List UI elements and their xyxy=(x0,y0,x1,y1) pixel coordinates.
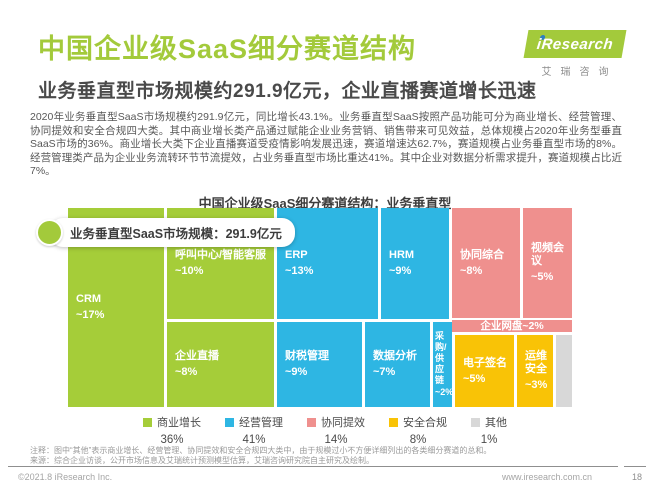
cell-label: 采购/供应链 xyxy=(435,331,447,385)
page-subtitle: 业务垂直型市场规模约291.9亿元，企业直播赛道增长迅速 xyxy=(38,81,537,102)
badge-label: 业务垂直型SaaS市场规模：291.9亿元 xyxy=(50,218,295,247)
treemap-cell-hrm: HRM ~9% xyxy=(381,208,449,319)
cell-label: 企业直播 xyxy=(175,350,219,362)
legend-label: 经营管理 xyxy=(239,417,283,429)
footer-website-link[interactable]: www.iresearch.com.cn xyxy=(501,472,592,482)
treemap-cell-data-analytics: 数据分析 ~7% xyxy=(365,322,430,407)
chart-notes: 注释：图中“其他”表示商业增长、经营管理、协同提效和安全合规四大类中，由于规模过… xyxy=(30,446,622,466)
legend-value: 14% xyxy=(324,434,348,446)
legend-value: 41% xyxy=(242,434,266,446)
cell-label: 视频会议 xyxy=(531,242,564,267)
cell-value: ~2% xyxy=(435,387,454,397)
treemap-cell-finance-tax: 财税管理 ~9% xyxy=(277,322,362,407)
footer-divider xyxy=(8,466,618,467)
source-line: 来源：综合企业访谈，公开市场信息及艾瑞统计预测模型估算，艾瑞咨询研究院自主研究及… xyxy=(30,456,374,465)
cell-value: ~7% xyxy=(373,366,396,378)
treemap-cell-collaboration-suite: 协同综合 ~8% xyxy=(452,208,520,318)
cell-value: ~10% xyxy=(175,265,204,277)
legend-label: 协同提效 xyxy=(321,417,365,429)
legend-item: 经营管理 41% xyxy=(225,414,283,446)
logo-chinese-name: 艾瑞咨询 xyxy=(541,67,618,78)
cell-value: ~5% xyxy=(531,271,554,283)
legend-label: 安全合规 xyxy=(403,417,447,429)
legend-item: 其他 1% xyxy=(471,414,507,446)
footer-divider-short xyxy=(624,466,646,467)
cell-label: 电子签名 xyxy=(463,356,507,369)
cell-value: ~9% xyxy=(285,366,308,378)
treemap-cell-ops-security: 运维安全 ~3% xyxy=(517,335,553,407)
cell-label: HRM xyxy=(389,249,415,261)
cell-value: ~5% xyxy=(463,372,486,385)
cell-value: ~9% xyxy=(389,265,412,277)
legend-value: 8% xyxy=(409,434,427,446)
legend-swatch-icon xyxy=(389,417,398,427)
cell-label: 呼叫中心/智能客服 xyxy=(175,249,267,261)
legend-item: 商业增长 36% xyxy=(143,414,201,446)
chart-title: 中国企业级SaaS细分赛道结构：业务垂直型 xyxy=(198,196,452,211)
legend: 商业增长 36% 经营管理 41% 协同提效 14% 安全合规 8% 其他 1% xyxy=(0,414,650,446)
footer-copyright: ©2021.8 iResearch Inc. xyxy=(18,472,113,482)
page-title: 中国企业级SaaS细分赛道结构 xyxy=(38,34,417,64)
cell-value: ~13% xyxy=(285,265,314,277)
legend-label: 商业增长 xyxy=(157,417,201,429)
footer-page-number: 18 xyxy=(631,472,642,482)
legend-item: 协同提效 14% xyxy=(307,414,365,446)
badge-dot-icon xyxy=(36,219,63,246)
legend-item: 安全合规 8% xyxy=(389,414,447,446)
treemap-cell-live-streaming: 企业直播 ~8% xyxy=(167,322,274,407)
cell-label: 财税管理 xyxy=(285,350,329,362)
treemap-cell-procurement-scm: 采购/供应链 ~2% xyxy=(433,322,454,407)
logo-brand-text: iResearch xyxy=(535,35,615,53)
treemap-cell-others xyxy=(556,335,572,407)
legend-label: 其他 xyxy=(485,417,507,429)
legend-swatch-icon xyxy=(143,417,152,427)
treemap-cell-enterprise-cloud-drive: 企业网盘~2% xyxy=(452,320,572,332)
cell-label: 企业网盘~2% xyxy=(480,320,544,332)
cell-label: 数据分析 xyxy=(373,350,417,362)
cell-value: ~8% xyxy=(175,366,198,378)
treemap-cell-e-signature: 电子签名 ~5% xyxy=(455,335,514,407)
iresearch-logo: iResearch 艾瑞咨询 xyxy=(523,30,627,78)
legend-swatch-icon xyxy=(307,417,316,427)
treemap-cell-video-conferencing: 视频会议 ~5% xyxy=(523,208,572,318)
cell-label: 协同综合 xyxy=(460,248,504,261)
cell-label: ERP xyxy=(285,249,308,261)
iresearch-logo-mark: iResearch xyxy=(523,30,627,58)
cell-value: ~3% xyxy=(525,379,548,391)
cell-value: ~17% xyxy=(76,309,105,321)
legend-value: 36% xyxy=(160,434,184,446)
legend-swatch-icon xyxy=(225,417,234,427)
cell-label: CRM xyxy=(76,293,102,305)
legend-value: 1% xyxy=(480,434,498,446)
note-line: 注释：图中“其他”表示商业增长、经营管理、协同提效和安全合规四大类中，由于规模过… xyxy=(30,446,492,455)
cell-value: ~8% xyxy=(460,264,483,277)
legend-swatch-icon xyxy=(471,417,480,427)
body-paragraph: 2020年业务垂直型SaaS市场规模约291.9亿元，同比增长43.1%。业务垂… xyxy=(30,111,622,177)
cell-label: 运维安全 xyxy=(525,350,547,375)
market-size-badge: 业务垂直型SaaS市场规模：291.9亿元 xyxy=(36,218,295,247)
